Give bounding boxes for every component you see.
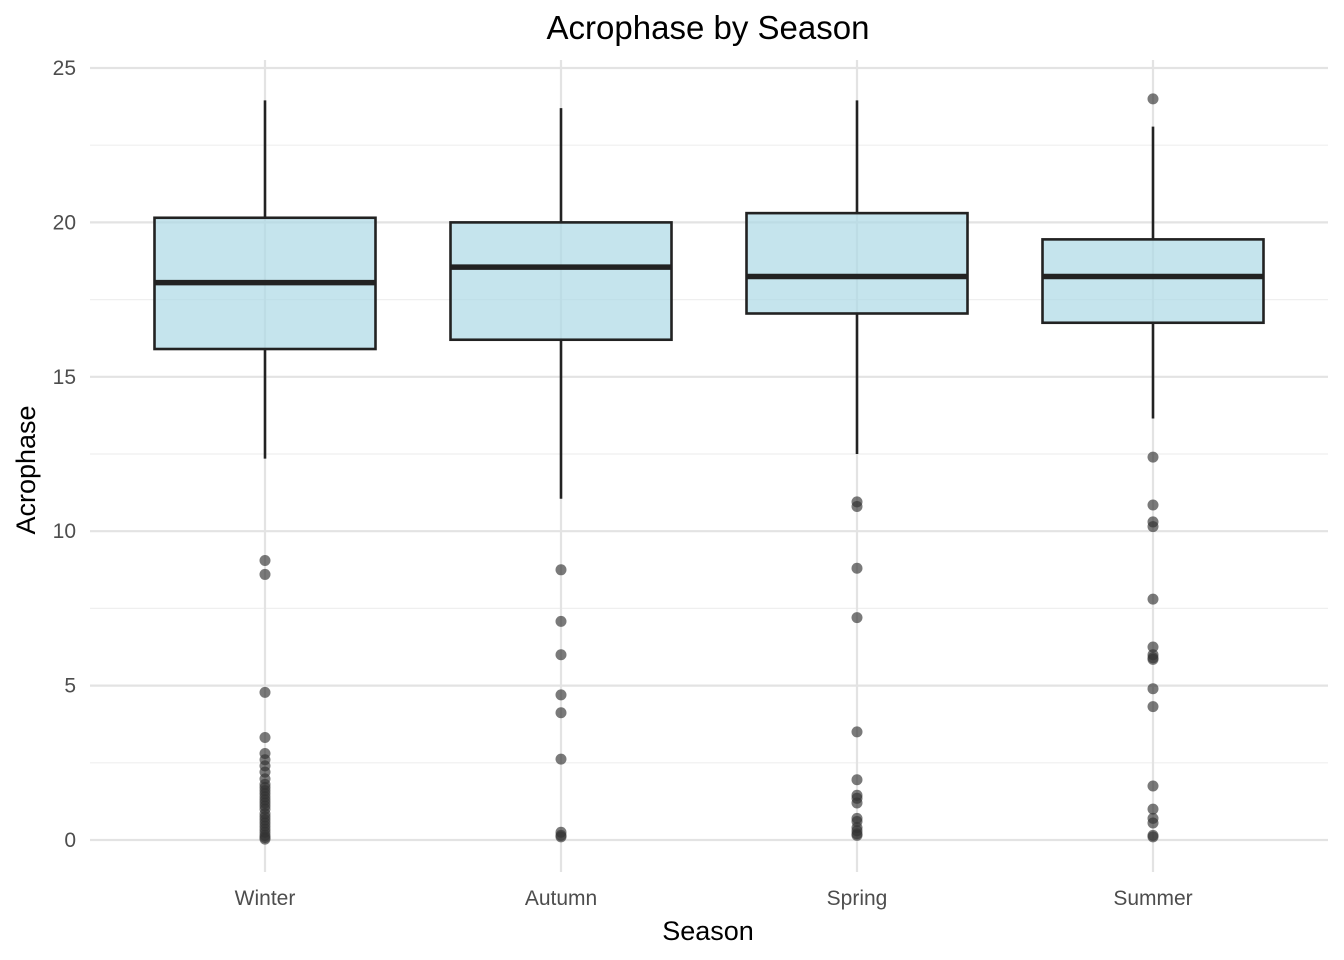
- outlier-point: [851, 612, 863, 624]
- outlier-point: [555, 615, 567, 627]
- outlier-point: [851, 797, 863, 809]
- outlier-point: [1147, 803, 1159, 815]
- outlier-point: [259, 555, 271, 567]
- x-tick-label: Spring: [827, 887, 888, 910]
- iqr-box: [745, 211, 969, 315]
- outlier-point: [1147, 93, 1159, 105]
- outlier-point: [259, 731, 271, 743]
- outlier-point: [851, 562, 863, 574]
- outlier-point: [259, 686, 271, 698]
- y-tick-label: 15: [53, 366, 76, 389]
- outlier-point: [555, 689, 567, 701]
- outlier-point: [555, 649, 567, 661]
- outlier-point: [259, 833, 271, 845]
- iqr-box: [1041, 238, 1265, 325]
- outlier-point: [1147, 817, 1159, 829]
- box-autumn: [449, 108, 673, 843]
- box-summer: [1041, 93, 1265, 843]
- x-tick-label: Summer: [1113, 887, 1192, 910]
- outlier-point: [555, 564, 567, 576]
- outlier-point: [555, 707, 567, 719]
- outlier-point: [851, 829, 863, 841]
- outlier-point: [1147, 641, 1159, 653]
- outlier-point: [555, 753, 567, 765]
- y-tick-label: 5: [64, 675, 76, 698]
- x-axis-title: Season: [662, 916, 754, 946]
- y-tick-label: 10: [53, 520, 76, 543]
- outlier-point: [555, 831, 567, 843]
- box-spring: [745, 100, 969, 841]
- box-winter: [153, 100, 377, 845]
- x-axis-ticks: Winter Autumn Spring Summer: [235, 887, 1193, 910]
- outlier-point: [851, 500, 863, 512]
- outlier-point: [1147, 780, 1159, 792]
- x-tick-label: Winter: [235, 887, 296, 910]
- y-axis-title: Acrophase: [11, 405, 41, 534]
- outlier-point: [851, 774, 863, 786]
- y-axis-ticks: 0 5 10 15 20 25: [53, 57, 76, 852]
- outlier-point: [259, 568, 271, 580]
- y-tick-label: 25: [53, 57, 76, 80]
- iqr-box: [449, 221, 673, 342]
- outlier-point: [1147, 831, 1159, 843]
- outlier-point: [1147, 701, 1159, 713]
- box-series: [153, 93, 1265, 845]
- outlier-point: [1147, 499, 1159, 511]
- outlier-point: [1147, 451, 1159, 463]
- x-tick-label: Autumn: [525, 887, 597, 910]
- outlier-point: [851, 726, 863, 738]
- y-tick-label: 20: [53, 211, 76, 234]
- chart-title: Acrophase by Season: [547, 9, 870, 46]
- outlier-point: [1147, 521, 1159, 533]
- y-tick-label: 0: [64, 829, 76, 852]
- outlier-point: [1147, 683, 1159, 695]
- major-gridlines: [90, 60, 1328, 872]
- outlier-point: [1147, 653, 1159, 665]
- outlier-point: [1147, 593, 1159, 605]
